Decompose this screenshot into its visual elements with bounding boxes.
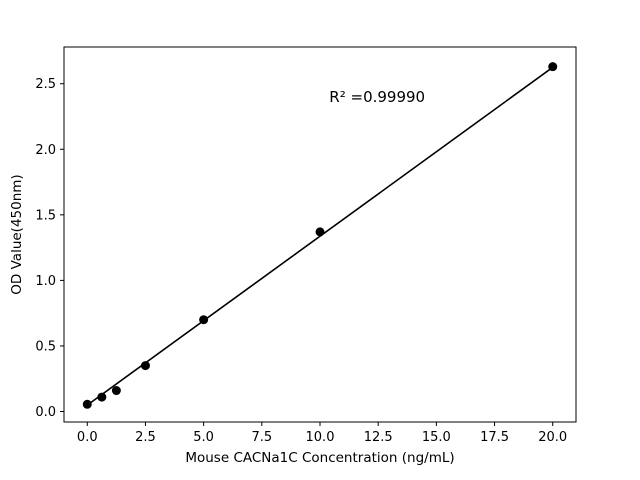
x-tick-label: 0.0 — [77, 430, 98, 445]
data-point — [82, 399, 92, 409]
y-tick-label: 1.5 — [35, 208, 56, 223]
data-point — [111, 386, 121, 396]
data-point — [548, 62, 558, 72]
y-tick-label: 1.0 — [35, 274, 56, 289]
x-tick-label: 2.5 — [135, 430, 156, 445]
data-point — [199, 315, 209, 325]
y-tick-label: 2.0 — [35, 143, 56, 158]
y-tick-label: 2.5 — [35, 77, 56, 92]
y-axis-label: OD Value(450nm) — [9, 174, 25, 294]
x-tick-label: 20.0 — [538, 430, 567, 445]
x-axis-label: Mouse CACNa1C Concentration (ng/mL) — [185, 450, 454, 466]
y-tick-label: 0.5 — [35, 339, 56, 354]
data-point — [97, 392, 107, 402]
x-tick-label: 12.5 — [364, 430, 393, 445]
data-point — [140, 361, 150, 371]
x-tick-label: 10.0 — [306, 430, 335, 445]
r-squared-annotation: R² =0.99990 — [329, 88, 425, 106]
y-tick-label: 0.0 — [35, 405, 56, 420]
x-tick-label: 17.5 — [480, 430, 509, 445]
x-tick-label: 7.5 — [251, 430, 272, 445]
data-point — [315, 227, 325, 237]
x-tick-label: 15.0 — [422, 430, 451, 445]
x-tick-label: 5.0 — [193, 430, 214, 445]
